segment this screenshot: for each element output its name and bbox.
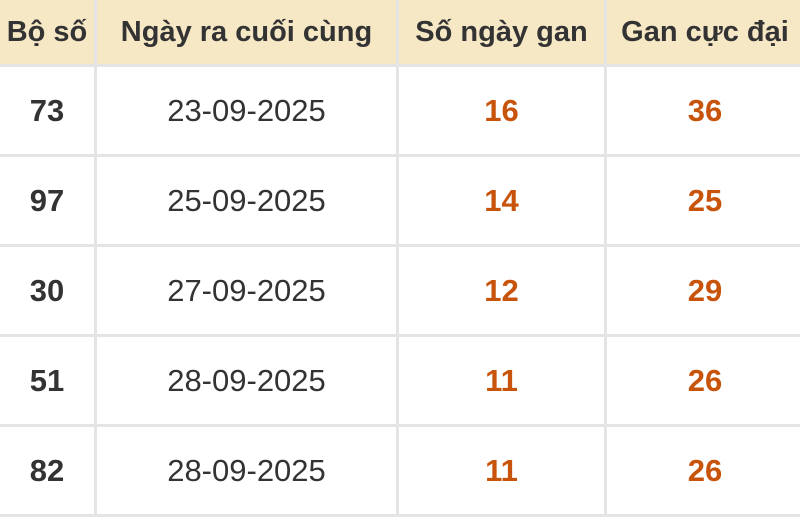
header-ngay-ra-cuoi-cung: Ngày ra cuối cùng — [96, 0, 398, 66]
last-date-cell: 23-09-2025 — [96, 66, 398, 156]
header-so-ngay-gan: Số ngày gan — [398, 0, 606, 66]
header-row: Bộ số Ngày ra cuối cùng Số ngày gan Gan … — [0, 0, 800, 66]
gan-cuc-dai-cell: 36 — [606, 66, 800, 156]
bo-so-cell: 51 — [0, 336, 96, 426]
header-gan-cuc-dai: Gan cực đại — [606, 0, 800, 66]
gan-cuc-dai-cell: 25 — [606, 156, 800, 246]
so-ngay-gan-cell: 16 — [398, 66, 606, 156]
so-ngay-gan-cell: 11 — [398, 336, 606, 426]
so-ngay-gan-cell: 14 — [398, 156, 606, 246]
last-date-cell: 25-09-2025 — [96, 156, 398, 246]
so-ngay-gan-cell: 12 — [398, 246, 606, 336]
header-bo-so: Bộ số — [0, 0, 96, 66]
bo-so-cell: 73 — [0, 66, 96, 156]
last-date-cell: 28-09-2025 — [96, 336, 398, 426]
gan-cuc-dai-cell: 29 — [606, 246, 800, 336]
so-ngay-gan-cell: 11 — [398, 426, 606, 516]
gan-cuc-dai-cell: 26 — [606, 336, 800, 426]
bo-so-cell: 30 — [0, 246, 96, 336]
bo-so-cell: 82 — [0, 426, 96, 516]
gan-cuc-dai-cell: 26 — [606, 426, 800, 516]
bo-so-cell: 97 — [0, 156, 96, 246]
last-date-cell: 27-09-2025 — [96, 246, 398, 336]
last-date-cell: 28-09-2025 — [96, 426, 398, 516]
